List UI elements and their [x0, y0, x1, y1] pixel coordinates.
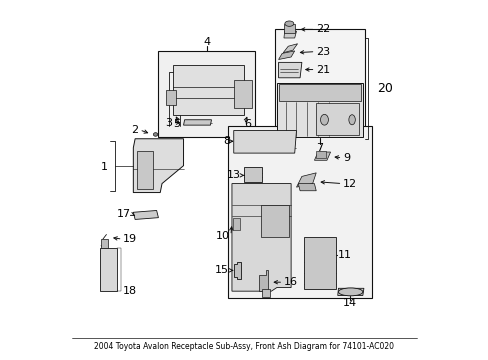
Text: 8: 8 [224, 136, 230, 146]
Polygon shape [233, 80, 251, 108]
Text: 15: 15 [214, 265, 228, 275]
Polygon shape [284, 31, 296, 38]
Polygon shape [298, 184, 316, 191]
Polygon shape [233, 262, 241, 279]
Ellipse shape [285, 21, 293, 26]
Bar [158, 51, 255, 137]
Polygon shape [284, 24, 294, 33]
Text: 4: 4 [203, 37, 210, 47]
Text: 9: 9 [343, 153, 349, 163]
Polygon shape [244, 167, 261, 182]
Polygon shape [232, 218, 240, 230]
Text: 6: 6 [244, 120, 251, 129]
Ellipse shape [153, 133, 158, 136]
Polygon shape [337, 288, 363, 296]
Text: 11: 11 [337, 250, 351, 260]
Text: 5: 5 [172, 120, 180, 129]
Polygon shape [260, 205, 289, 237]
Bar [228, 126, 371, 298]
Text: 14: 14 [343, 298, 357, 308]
Text: 16: 16 [284, 277, 297, 287]
Bar [274, 30, 364, 144]
Polygon shape [133, 139, 183, 193]
Text: 12: 12 [343, 179, 357, 189]
Polygon shape [258, 270, 267, 291]
Text: 19: 19 [123, 234, 137, 244]
Text: 10: 10 [216, 231, 230, 240]
Text: 13: 13 [226, 170, 241, 180]
Polygon shape [315, 151, 325, 158]
Polygon shape [165, 90, 176, 105]
Text: 2: 2 [131, 125, 139, 135]
Text: 20: 20 [376, 82, 392, 95]
Polygon shape [278, 84, 360, 101]
Text: 2004 Toyota Avalon Receptacle Sub-Assy, Front Ash Diagram for 74101-AC020: 2004 Toyota Avalon Receptacle Sub-Assy, … [94, 342, 394, 351]
Polygon shape [314, 152, 330, 160]
Polygon shape [101, 239, 108, 248]
Polygon shape [233, 131, 296, 153]
Polygon shape [278, 51, 294, 59]
Polygon shape [231, 184, 290, 291]
Polygon shape [316, 103, 359, 135]
Polygon shape [137, 151, 153, 189]
Polygon shape [283, 44, 297, 53]
Ellipse shape [338, 288, 362, 296]
Text: 17: 17 [117, 209, 131, 219]
Text: 21: 21 [316, 64, 330, 75]
Ellipse shape [348, 115, 355, 125]
Polygon shape [172, 65, 244, 116]
Polygon shape [276, 83, 362, 137]
Text: 23: 23 [316, 46, 330, 57]
Text: 3: 3 [165, 118, 172, 128]
Text: 1: 1 [101, 162, 108, 172]
Polygon shape [303, 237, 335, 289]
Polygon shape [183, 120, 211, 125]
Text: 18: 18 [123, 286, 137, 296]
Text: 7: 7 [316, 143, 323, 153]
Polygon shape [100, 248, 117, 291]
Polygon shape [278, 62, 301, 78]
Text: 22: 22 [316, 24, 330, 35]
Polygon shape [133, 211, 158, 220]
Ellipse shape [320, 114, 328, 125]
Polygon shape [262, 289, 269, 297]
Polygon shape [296, 173, 316, 187]
